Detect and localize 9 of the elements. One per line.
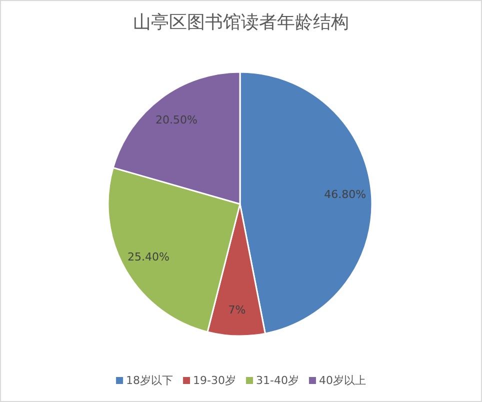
legend-label: 19-30岁 (193, 374, 236, 387)
legend-label: 18岁以下 (126, 374, 174, 387)
legend-label: 40岁以上 (318, 374, 366, 387)
legend-label: 31-40岁 (256, 374, 299, 387)
data-label: 20.50% (155, 114, 198, 127)
data-label: 46.80% (324, 188, 366, 201)
chart-title: 山亭区图书馆读者年龄结构 (133, 12, 349, 33)
data-label: 25.40% (127, 250, 170, 264)
data-label: 7% (228, 304, 246, 317)
